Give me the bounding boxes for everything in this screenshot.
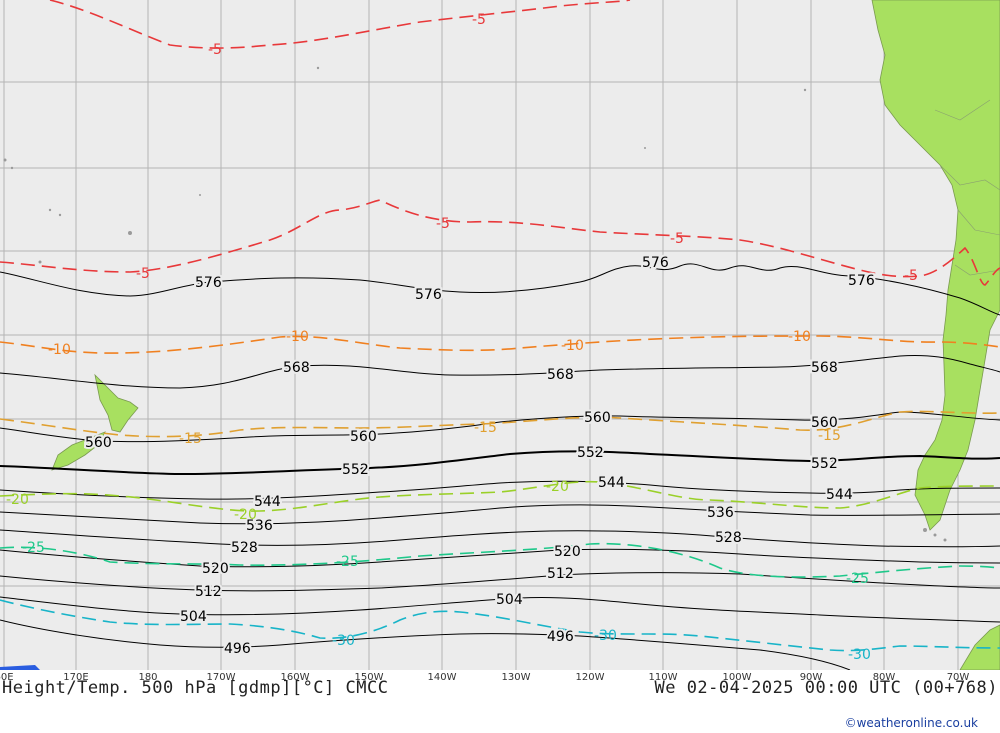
contour-536 xyxy=(0,504,1000,525)
contour-label: 560 xyxy=(350,429,377,445)
isotherm-label: -10 xyxy=(788,329,811,345)
contour-label: 560 xyxy=(811,415,838,431)
contour-label: 496 xyxy=(547,629,574,645)
contour-528 xyxy=(0,529,1000,548)
lon-label: 160W xyxy=(280,672,310,683)
temperature-contours xyxy=(0,0,1000,652)
lon-label: 60E xyxy=(0,672,14,683)
lon-label: 170W xyxy=(206,672,236,683)
contour-label: 576 xyxy=(195,275,222,291)
isotherm-label: -20 xyxy=(546,479,569,495)
isotherm-label: -30 xyxy=(848,647,871,663)
isotherm-minus20 xyxy=(0,480,1000,512)
isotherm-label: -30 xyxy=(332,633,355,649)
contour-label: 576 xyxy=(642,255,669,271)
isotherm-label: -20 xyxy=(6,492,29,508)
blue-edge-mark xyxy=(0,665,40,670)
contour-label: 496 xyxy=(224,641,251,657)
isotherm-label: -10 xyxy=(48,342,71,358)
credit-link[interactable]: ©weatheronline.co.uk xyxy=(844,716,978,730)
map-canvas: 576 576 576 576 568 568 568 560 560 560 … xyxy=(0,0,1000,670)
south-america xyxy=(871,0,1000,531)
contour-504 xyxy=(0,596,1000,623)
isotherm-minus25 xyxy=(0,542,1000,578)
contour-label: 544 xyxy=(598,475,625,491)
borders xyxy=(934,99,1000,276)
height-labels: 576 576 576 576 568 568 568 560 560 560 … xyxy=(83,253,877,659)
contour-label: 520 xyxy=(202,561,229,577)
lon-label: 90W xyxy=(799,672,823,683)
new-zealand-north xyxy=(94,373,139,433)
contour-560 xyxy=(0,411,1000,443)
contour-label: 512 xyxy=(195,584,222,600)
contour-496 xyxy=(0,619,851,670)
isotherm-label: -10 xyxy=(286,329,309,345)
contour-label: 568 xyxy=(547,367,574,383)
isotherm-label: -30 xyxy=(594,628,617,644)
contour-label: 528 xyxy=(231,540,258,556)
contour-576 xyxy=(0,263,1000,316)
contour-520 xyxy=(0,548,1000,568)
isotherm-label: -5 xyxy=(670,231,684,247)
isotherm-label: -10 xyxy=(561,338,584,354)
lon-label: 150W xyxy=(354,672,384,683)
lon-label: 70W xyxy=(946,672,970,683)
isotherm-label: -25 xyxy=(336,554,359,570)
isotherm-label: -5 xyxy=(472,12,486,28)
contour-label: 536 xyxy=(246,518,273,534)
contour-label: 568 xyxy=(811,360,838,376)
weather-map: 576 576 576 576 568 568 568 560 560 560 … xyxy=(0,0,1000,670)
contour-512 xyxy=(0,572,1000,592)
contour-label: 504 xyxy=(496,592,523,608)
contour-label: 560 xyxy=(584,410,611,426)
isotherm-minus5-mid xyxy=(0,199,1000,286)
isotherm-minus10 xyxy=(0,335,1000,354)
isotherm-label: -15 xyxy=(179,431,202,447)
height-contours xyxy=(0,263,1000,670)
valid-time: We 02-04-2025 00:00 UTC (00+768) xyxy=(654,678,998,698)
lon-label: 80W xyxy=(872,672,896,683)
contour-label: 512 xyxy=(547,566,574,582)
contour-label: 552 xyxy=(811,456,838,472)
lon-label: 110W xyxy=(648,672,678,683)
isotherm-label: -5 xyxy=(904,268,918,284)
contour-label: 552 xyxy=(577,445,604,461)
temperature-labels: -5 -5 -5 -5 -5 -5 -10 -10 -10 -10 -15 -1… xyxy=(6,12,918,663)
contour-label: 504 xyxy=(180,609,207,625)
contour-label: 536 xyxy=(707,505,734,521)
contour-label: 544 xyxy=(254,494,281,510)
map-title: Height/Temp. 500 hPa [gdmp][°C] CMCC xyxy=(2,678,389,698)
isotherm-label: -5 xyxy=(136,266,150,282)
contour-552 xyxy=(0,450,1000,476)
lon-label: 180 xyxy=(138,672,158,683)
isotherm-minus15 xyxy=(0,410,1000,438)
contour-label: 544 xyxy=(826,487,853,503)
contour-label: 560 xyxy=(85,435,112,451)
contour-label: 568 xyxy=(283,360,310,376)
isotherm-label: -25 xyxy=(846,571,869,587)
islands xyxy=(3,66,947,542)
isotherm-label: -20 xyxy=(234,507,257,523)
lon-label: 170E xyxy=(63,672,89,683)
contour-544 xyxy=(0,480,1000,500)
isotherm-label: -15 xyxy=(474,420,497,436)
lon-label: 130W xyxy=(501,672,531,683)
isotherm-label: -15 xyxy=(818,428,841,444)
contour-label: 576 xyxy=(415,287,442,303)
new-zealand-south xyxy=(51,431,106,471)
graticule xyxy=(0,0,1000,670)
isotherm-minus5-top xyxy=(49,0,631,49)
lon-label: 100W xyxy=(722,672,752,683)
contour-label: 528 xyxy=(715,530,742,546)
contour-568 xyxy=(0,355,1000,389)
contour-label: 576 xyxy=(848,273,875,289)
isotherm-label: -25 xyxy=(22,540,45,556)
lon-label: 140W xyxy=(427,672,457,683)
lon-label: 120W xyxy=(575,672,605,683)
contour-label: 520 xyxy=(554,544,581,560)
isotherm-label: -5 xyxy=(436,216,450,232)
contour-label: 552 xyxy=(342,462,369,478)
isotherm-label: -5 xyxy=(208,42,222,58)
